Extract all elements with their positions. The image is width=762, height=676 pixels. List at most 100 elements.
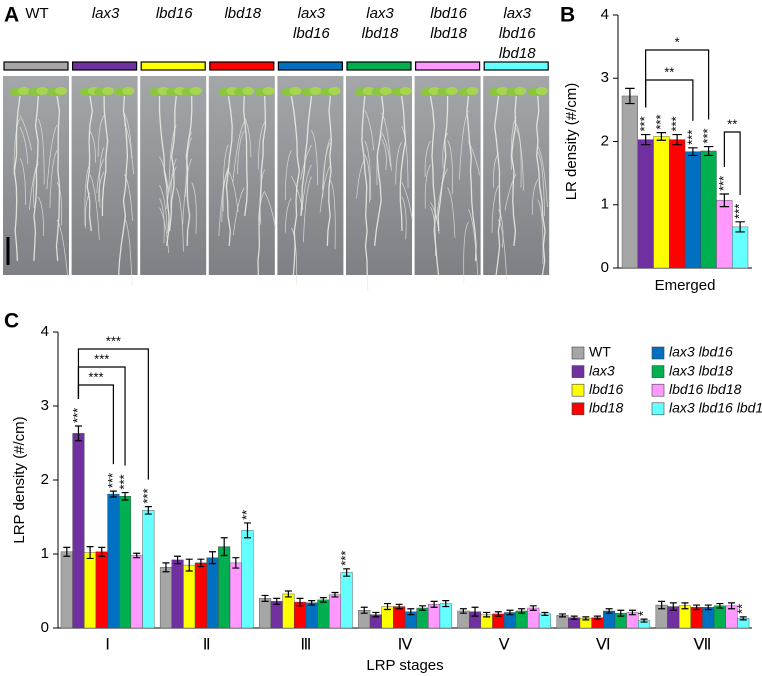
legend-label: lbd16 xyxy=(589,381,623,397)
bar xyxy=(637,139,654,269)
error-bar xyxy=(360,606,368,614)
lateral-root xyxy=(191,182,197,234)
bar xyxy=(183,564,196,629)
lateral-root xyxy=(99,147,105,208)
lateral-root xyxy=(123,217,133,286)
y-tick-label: 2 xyxy=(601,132,609,149)
comparison-bracket xyxy=(645,79,694,121)
lateral-root xyxy=(218,167,229,237)
y-tick-label: 3 xyxy=(41,397,49,414)
lateral-root xyxy=(13,118,21,176)
panel-label: C xyxy=(4,310,19,333)
error-bar xyxy=(593,615,601,620)
x-tick-label: Ⅴ xyxy=(499,637,510,654)
x-tick-label: Ⅳ xyxy=(398,637,413,654)
error-bar xyxy=(483,611,491,618)
legend-swatch xyxy=(651,346,665,360)
error-bar xyxy=(144,506,152,515)
genotype-label: lbd16 xyxy=(499,25,536,42)
leaf xyxy=(535,87,548,95)
lateral-root xyxy=(159,156,170,194)
significance-label: *** xyxy=(70,408,85,423)
error-bar xyxy=(640,618,648,623)
bar xyxy=(282,593,295,629)
genotype-label: lbd18 xyxy=(430,25,467,42)
error-bar xyxy=(739,616,747,621)
lateral-root xyxy=(356,158,366,199)
lateral-root xyxy=(364,140,372,200)
bar xyxy=(60,551,73,629)
genotype-label: WT xyxy=(25,5,48,22)
root xyxy=(243,95,248,217)
root xyxy=(437,95,449,232)
x-tick-label: Ⅲ xyxy=(300,637,311,654)
legend-label: lbd18 xyxy=(589,400,623,416)
y-tick-label: 0 xyxy=(41,619,49,636)
lateral-root xyxy=(159,207,170,254)
seedling-photo xyxy=(140,76,207,275)
error-bar xyxy=(628,609,636,616)
lateral-root xyxy=(447,140,453,195)
error-bar xyxy=(98,546,106,557)
lateral-root xyxy=(56,182,63,226)
genotype-label: lax3 xyxy=(366,5,394,22)
leaf xyxy=(122,87,135,95)
comparison-bracket xyxy=(77,384,114,465)
lateral-root xyxy=(84,163,91,226)
lateral-root xyxy=(291,227,298,286)
lateral-root xyxy=(330,180,336,250)
photo-background xyxy=(208,76,275,275)
lateral-root xyxy=(537,151,545,217)
legend-swatch xyxy=(651,383,665,397)
significance-label: *** xyxy=(700,128,715,143)
panel-label: B xyxy=(560,4,575,27)
legend-label: lbd16 lbd18 xyxy=(669,381,742,397)
root xyxy=(13,95,21,262)
error-bar xyxy=(605,608,613,614)
significance-label: *** xyxy=(116,474,131,489)
error-bar xyxy=(703,145,714,157)
error-bar xyxy=(319,597,327,603)
genotype-color-bar xyxy=(277,61,343,71)
lateral-root xyxy=(302,176,312,243)
y-axis-title: LR density (#/cm) xyxy=(563,83,580,201)
lateral-root xyxy=(19,115,33,151)
lateral-root xyxy=(49,150,58,208)
error-bar xyxy=(541,611,549,617)
lateral-root xyxy=(532,179,539,215)
genotype-label: lbd18 xyxy=(499,45,536,62)
lateral-root xyxy=(123,124,135,175)
lateral-root xyxy=(468,141,481,176)
bar xyxy=(218,546,231,629)
lateral-root xyxy=(424,140,431,177)
error-bar xyxy=(518,608,526,614)
x-tick-label: Ⅰ xyxy=(105,637,110,654)
lateral-root xyxy=(463,221,469,284)
lateral-root xyxy=(401,196,407,240)
leaf xyxy=(399,87,412,95)
bar xyxy=(107,493,120,629)
error-bar xyxy=(716,602,724,609)
bar xyxy=(716,200,733,269)
error-bar xyxy=(220,537,228,557)
lateral-root xyxy=(498,219,507,281)
lateral-root xyxy=(401,126,409,189)
lateral-root xyxy=(401,182,414,222)
root xyxy=(399,95,407,232)
leaf xyxy=(328,87,341,95)
lateral-root xyxy=(175,188,184,252)
error-bar xyxy=(74,425,82,442)
error-bar xyxy=(197,558,205,568)
lateral-root xyxy=(96,158,105,194)
lateral-root xyxy=(537,199,544,264)
genotype-label: lbd16 xyxy=(156,5,193,22)
bar xyxy=(119,496,132,629)
error-bar xyxy=(63,546,71,557)
y-axis-title: LRP density (#/cm) xyxy=(11,416,28,543)
y-tick-label: 1 xyxy=(41,545,49,562)
lateral-root xyxy=(37,118,45,185)
lateral-root xyxy=(468,209,479,279)
x-tick-label: Ⅱ xyxy=(203,637,211,654)
lateral-root xyxy=(322,141,331,190)
lateral-root xyxy=(381,112,392,171)
